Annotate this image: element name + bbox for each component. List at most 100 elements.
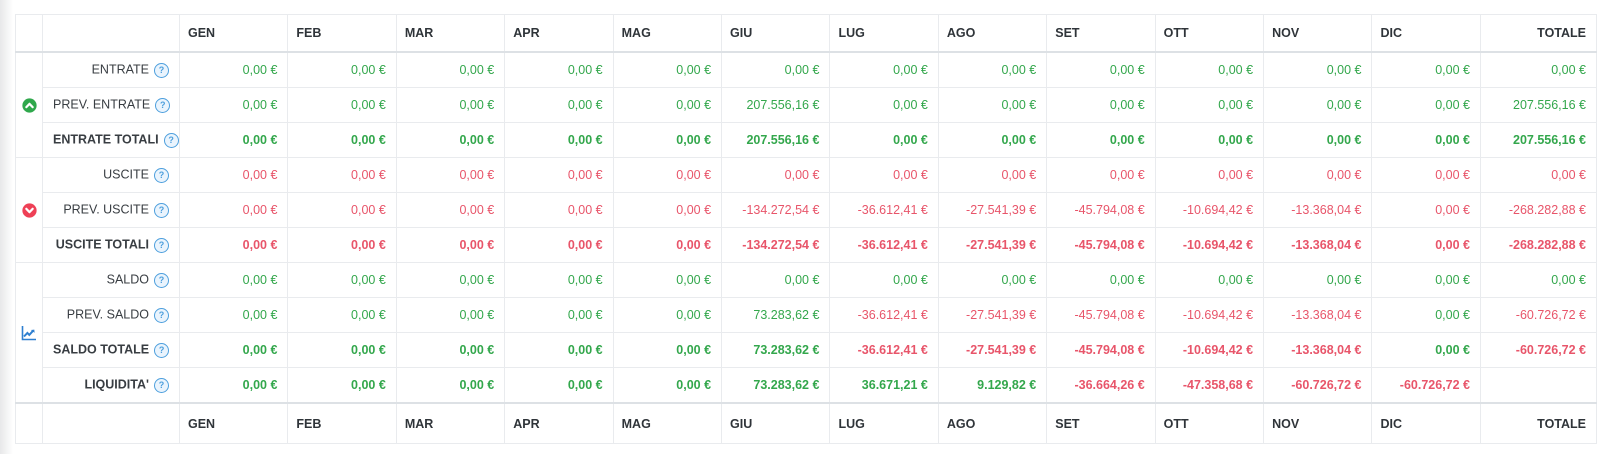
cell-prev-uscite-lug: -36.612,41 € — [829, 192, 939, 228]
column-header-apr: APR — [504, 14, 614, 53]
cell-prev-saldo-mag: 0,00 € — [612, 297, 723, 333]
arrow-down-circle-icon — [15, 157, 43, 263]
cell-entrate-totali-dic: 0,00 € — [1371, 122, 1481, 158]
column-header-ago: AGO — [937, 14, 1048, 53]
column-header-set: SET — [1046, 402, 1156, 444]
cell-uscite-giu: 0,00 € — [721, 157, 831, 193]
cell-entrate-totali-feb: 0,00 € — [287, 122, 397, 158]
cell-entrate-totali-gen: 0,00 € — [178, 122, 289, 158]
column-header-mag: MAG — [612, 402, 723, 444]
table-row-saldo-totale: SALDO TOTALE? 0,00 €0,00 €0,00 €0,00 €0,0… — [16, 332, 1597, 368]
cell-uscite-dic: 0,00 € — [1371, 157, 1481, 193]
row-label-prev-uscite: PREV. USCITE? — [42, 192, 180, 228]
cell-liquidita-nov: -60.726,72 € — [1263, 367, 1373, 404]
row-label-entrate: ENTRATE? — [42, 51, 180, 88]
table-row-uscite-totali: USCITE TOTALI? 0,00 €0,00 €0,00 €0,00 €0,… — [16, 227, 1597, 263]
cell-saldo-giu: 0,00 € — [721, 262, 831, 298]
row-label-uscite-totali: USCITE TOTALI? — [42, 227, 180, 263]
cell-prev-entrate-dic: 0,00 € — [1371, 87, 1481, 123]
cell-saldo-nov: 0,00 € — [1263, 262, 1373, 298]
row-label-text: ENTRATE — [91, 63, 149, 78]
cell-prev-uscite-ott: -10.694,42 € — [1154, 192, 1265, 228]
cell-saldo-mar: 0,00 € — [395, 262, 506, 298]
cell-entrate-totali-mag: 0,00 € — [612, 122, 723, 158]
cell-prev-entrate-ago: 0,00 € — [937, 87, 1048, 123]
cell-prev-entrate-nov: 0,00 € — [1263, 87, 1373, 123]
cell-saldo-dic: 0,00 € — [1371, 262, 1481, 298]
row-label-text: PREV. SALDO — [66, 308, 149, 323]
help-icon[interactable]: ? — [154, 167, 169, 183]
cell-entrate-dic: 0,00 € — [1371, 51, 1481, 88]
column-header-dic: DIC — [1371, 14, 1481, 53]
row-label-prev-entrate: PREV. ENTRATE? — [42, 87, 180, 123]
help-icon[interactable]: ? — [154, 202, 169, 218]
cell-entrate-giu: 0,00 € — [721, 51, 831, 88]
cell-entrate-gen: 0,00 € — [178, 51, 289, 88]
table-body: ENTRATE? 0,00 €0,00 €0,00 €0,00 €0,00 €0,… — [15, 51, 1597, 404]
cell-prev-entrate-mag: 0,00 € — [612, 87, 723, 123]
column-header-apr: APR — [504, 402, 614, 444]
cell-entrate-totali-nov: 0,00 € — [1263, 122, 1373, 158]
row-label-text: USCITE TOTALI — [55, 238, 149, 253]
cell-uscite-totali-totale: -268.282,88 € — [1480, 227, 1597, 263]
row-label-liquidita: LIQUIDITA'? — [42, 367, 180, 404]
cell-saldo-gen: 0,00 € — [178, 262, 289, 298]
cell-prev-uscite-totale: -268.282,88 € — [1480, 192, 1597, 228]
row-label-saldo: SALDO? — [42, 262, 180, 298]
cell-entrate-totali-apr: 0,00 € — [504, 122, 614, 158]
cell-entrate-totali-set: 0,00 € — [1046, 122, 1156, 158]
help-icon[interactable]: ? — [154, 307, 169, 323]
cell-uscite-totali-dic: 0,00 € — [1371, 227, 1481, 263]
cell-prev-saldo-apr: 0,00 € — [504, 297, 614, 333]
column-header-dic: DIC — [1371, 402, 1481, 444]
cell-saldo-totale-feb: 0,00 € — [287, 332, 397, 368]
cell-uscite-totali-lug: -36.612,41 € — [829, 227, 939, 263]
column-header-ott: OTT — [1154, 402, 1265, 444]
help-icon[interactable]: ? — [163, 132, 179, 148]
column-header-gen: GEN — [178, 402, 289, 444]
cell-saldo-totale: 0,00 € — [1480, 262, 1597, 298]
cell-entrate-nov: 0,00 € — [1263, 51, 1373, 88]
help-icon[interactable]: ? — [155, 97, 171, 113]
cell-prev-saldo-feb: 0,00 € — [287, 297, 397, 333]
row-label-text: SALDO — [106, 273, 149, 288]
help-icon[interactable]: ? — [154, 272, 169, 288]
cell-entrate-set: 0,00 € — [1046, 51, 1156, 88]
help-icon[interactable]: ? — [154, 342, 170, 358]
cell-entrate-feb: 0,00 € — [287, 51, 397, 88]
column-header-feb: FEB — [287, 402, 397, 444]
row-label-text: PREV. USCITE — [63, 203, 149, 218]
chart-line-icon[interactable] — [15, 262, 43, 404]
help-icon[interactable]: ? — [154, 237, 169, 253]
column-header-mag: MAG — [612, 14, 723, 53]
cell-prev-uscite-dic: 0,00 € — [1371, 192, 1481, 228]
cell-entrate-totali-ott: 0,00 € — [1154, 122, 1265, 158]
cell-saldo-totale-nov: -13.368,04 € — [1263, 332, 1373, 368]
help-icon[interactable]: ? — [154, 62, 169, 78]
corner-label-cell — [42, 14, 180, 53]
cell-prev-entrate-totale: 207.556,16 € — [1480, 87, 1597, 123]
cell-saldo-totale-mar: 0,00 € — [395, 332, 506, 368]
column-header-giu: GIU — [721, 14, 831, 53]
cell-uscite-totali-mar: 0,00 € — [395, 227, 506, 263]
cell-uscite-totali-gen: 0,00 € — [178, 227, 289, 263]
table-row-prev-entrate: PREV. ENTRATE? 0,00 €0,00 €0,00 €0,00 €0,… — [16, 87, 1597, 123]
cell-uscite-apr: 0,00 € — [504, 157, 614, 193]
cell-liquidita-apr: 0,00 € — [504, 367, 614, 404]
cell-prev-saldo-nov: -13.368,04 € — [1263, 297, 1373, 333]
column-header-nov: NOV — [1263, 402, 1373, 444]
cell-saldo-totale-giu: 73.283,62 € — [721, 332, 831, 368]
column-header-ott: OTT — [1154, 14, 1265, 53]
cell-uscite-feb: 0,00 € — [287, 157, 397, 193]
cell-prev-entrate-giu: 207.556,16 € — [721, 87, 831, 123]
cell-uscite-totale: 0,00 € — [1480, 157, 1597, 193]
cell-liquidita-ago: 9.129,82 € — [937, 367, 1048, 404]
cell-entrate-lug: 0,00 € — [829, 51, 939, 88]
column-header-set: SET — [1046, 14, 1156, 53]
cell-prev-saldo-totale: -60.726,72 € — [1480, 297, 1597, 333]
help-icon[interactable]: ? — [154, 377, 169, 393]
cell-saldo-totale-totale: -60.726,72 € — [1480, 332, 1597, 368]
cell-saldo-totale-ott: -10.694,42 € — [1154, 332, 1265, 368]
cell-saldo-totale-gen: 0,00 € — [178, 332, 289, 368]
cell-prev-saldo-mar: 0,00 € — [395, 297, 506, 333]
